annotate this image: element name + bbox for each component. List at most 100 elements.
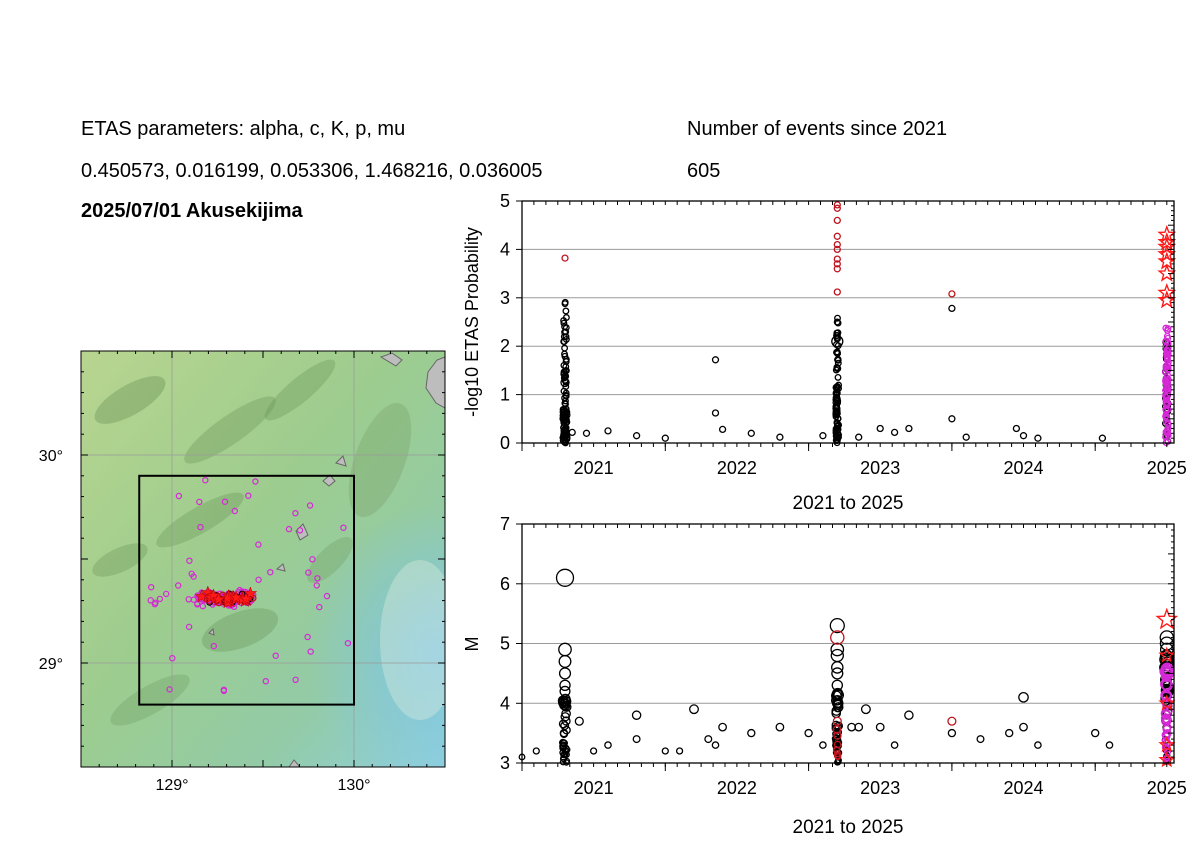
- map-event-scattered: [185, 623, 193, 631]
- probability-event: [562, 307, 570, 315]
- map-event-scattered: [344, 640, 352, 647]
- magnitude-event: [831, 720, 841, 730]
- x-tick-label: 2024: [1003, 778, 1043, 798]
- probability-event: [1162, 405, 1170, 413]
- map-event-scattered: [307, 648, 314, 655]
- etas-params-values: 0.450573, 0.016199, 0.053306, 1.468216, …: [81, 160, 543, 182]
- probability-event: [562, 355, 570, 363]
- magnitude-event: [854, 722, 864, 732]
- magnitude-event: [833, 722, 842, 732]
- map-panel: 30° 29° 129° 130°: [39, 350, 446, 794]
- probability-event: [833, 265, 841, 273]
- probability-event: [582, 429, 591, 437]
- magnitude-event: [1105, 741, 1114, 749]
- probability-event: [1164, 424, 1172, 432]
- magnitude-event: [904, 710, 914, 720]
- map-event-star: [211, 592, 226, 606]
- plot-frame: [521, 200, 1175, 444]
- target-region-box: [138, 474, 355, 706]
- magnitude-event: [832, 725, 842, 734]
- probability-event: [1034, 434, 1042, 442]
- probability-event: [1164, 387, 1172, 395]
- x-tick-label: 2021: [574, 458, 614, 478]
- map-event-scattered: [186, 557, 193, 564]
- map-lat-tick-30: 30°: [39, 448, 63, 465]
- magnitude-frame: [516, 523, 1175, 771]
- probability-event: [561, 410, 569, 417]
- probability-event: [948, 415, 956, 423]
- magnitude-event: [561, 708, 571, 719]
- map-event-scattered: [210, 642, 217, 650]
- probability-event: [834, 319, 842, 327]
- probability-event: [835, 433, 842, 441]
- map-lon-tick-130: 130°: [337, 777, 370, 794]
- probability-event: [833, 318, 841, 326]
- map-event-scattered: [309, 556, 316, 563]
- magnitude-event: [689, 704, 699, 715]
- map-event-scattered: [147, 597, 154, 604]
- probability-event: [833, 240, 841, 249]
- probability-event: [1164, 348, 1172, 355]
- x-tick-label: 2022: [717, 778, 757, 798]
- probability-star-event: [1157, 263, 1177, 282]
- map-event-scattered: [267, 569, 274, 576]
- magnitude-event: [890, 741, 899, 749]
- magnitude-star-event: [1158, 646, 1176, 663]
- probability-event: [561, 298, 569, 306]
- magnitude-event: [875, 722, 885, 732]
- probability-event: [962, 433, 970, 441]
- map-event-cluster: [185, 596, 192, 603]
- probability-event: [876, 424, 884, 433]
- magnitude-event: [1018, 691, 1029, 703]
- magnitude-event: [832, 702, 844, 713]
- map-events: [147, 477, 352, 695]
- magnitude-event: [558, 654, 572, 668]
- event-title: 2025/07/01 Akusekijima: [81, 200, 303, 222]
- magnitude-event: [562, 725, 571, 735]
- magnitude-y-axis-label: M: [462, 637, 482, 652]
- x-tick-label: 2022: [717, 458, 757, 478]
- magnitude-event: [559, 685, 571, 697]
- x-tick-label: 2021: [574, 778, 614, 798]
- magnitude-event: [804, 728, 813, 738]
- probability-event: [1164, 334, 1172, 342]
- probability-event: [562, 389, 570, 397]
- probability-event: [833, 260, 841, 268]
- probability-event: [560, 338, 568, 345]
- magnitude-event: [830, 630, 845, 645]
- probability-event: [776, 433, 784, 441]
- probability-event: [1162, 377, 1169, 385]
- map-event-scattered: [188, 570, 195, 578]
- magnitude-event: [718, 722, 727, 732]
- map-event-scattered: [314, 575, 321, 582]
- map-event-scattered: [305, 569, 312, 576]
- probability-event: [718, 425, 727, 434]
- probability-event: [562, 397, 569, 405]
- y-tick-label: 6: [500, 574, 510, 594]
- map-event-scattered: [316, 603, 323, 611]
- probability-panel: 0 1 2 3 4 5 2021 2022 2023 2024 2025 -log10 ETAS …: [462, 191, 1187, 514]
- probability-event: [855, 433, 863, 441]
- magnitude-event: [819, 741, 827, 749]
- map-event-scattered: [292, 510, 299, 517]
- magnitude-event: [558, 696, 570, 707]
- magnitude-event: [1160, 708, 1171, 719]
- map-event-scattered: [175, 492, 183, 500]
- probability-y-tick-labels: 0 1 2 3 4 5: [500, 191, 510, 453]
- map-event-star: [243, 586, 258, 600]
- magnitude-event: [1161, 736, 1170, 745]
- probability-event: [905, 424, 913, 433]
- probability-event: [711, 356, 720, 364]
- magnitude-event: [661, 747, 669, 755]
- map-event-scattered: [197, 523, 204, 531]
- magnitude-grid: [522, 583, 1174, 704]
- probability-event: [1162, 386, 1169, 394]
- probability-event: [1162, 396, 1170, 404]
- magnitude-event: [775, 722, 785, 732]
- x-tick-label: 2025: [1147, 778, 1187, 798]
- magnitude-event: [631, 710, 642, 720]
- probability-event: [1098, 434, 1107, 442]
- probability-event: [1162, 433, 1170, 441]
- y-tick-label: 4: [500, 693, 510, 713]
